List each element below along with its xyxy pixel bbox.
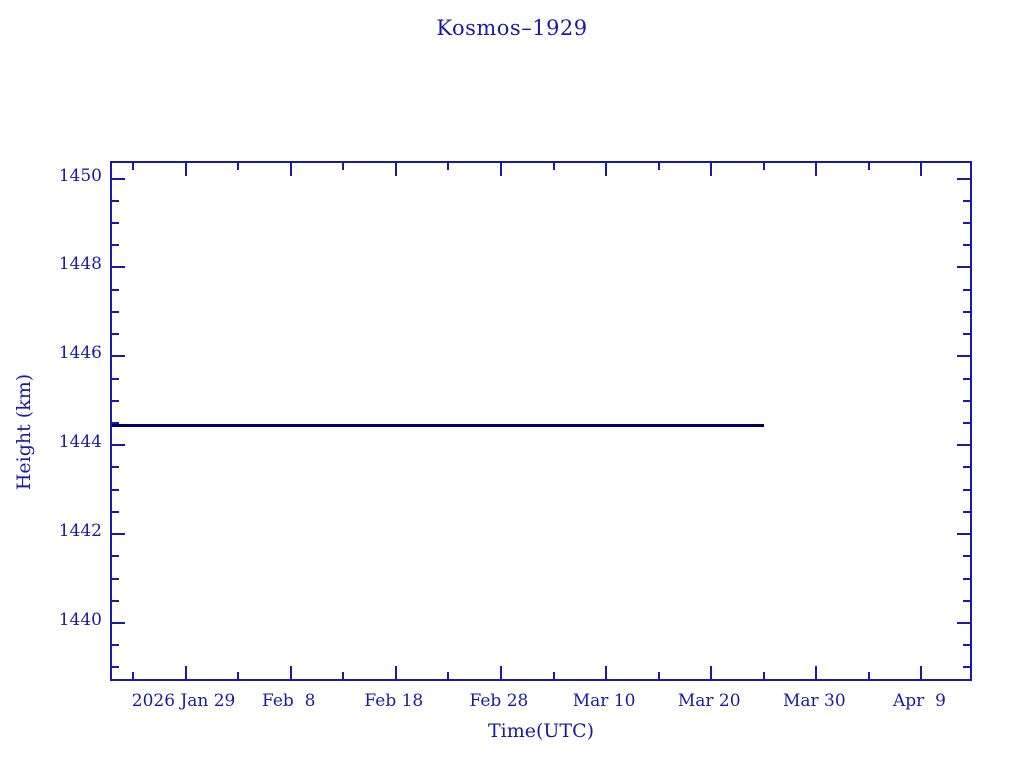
data-series-line xyxy=(112,423,764,427)
axis-tick xyxy=(957,355,970,358)
axis-tick xyxy=(112,310,119,313)
x-tick-label: 2026 Jan 29 xyxy=(131,691,236,711)
y-tick-label: 1444 xyxy=(58,432,102,453)
x-tick-label: Feb 8 xyxy=(261,691,316,711)
axis-tick xyxy=(957,266,970,269)
axis-tick xyxy=(963,599,970,602)
axis-tick xyxy=(963,288,970,291)
axis-tick xyxy=(112,422,119,424)
axis-tick xyxy=(920,666,923,679)
axis-tick xyxy=(112,666,119,669)
axis-tick xyxy=(957,622,970,624)
axis-tick xyxy=(112,555,119,558)
axis-tick xyxy=(815,666,818,679)
axis-tick xyxy=(963,666,970,669)
axis-tick xyxy=(112,510,119,513)
x-tick-label: Feb 18 xyxy=(364,691,424,711)
axis-tick xyxy=(112,533,125,536)
axis-tick xyxy=(963,555,970,558)
axis-tick xyxy=(963,399,970,402)
x-tick-label: Apr 9 xyxy=(892,691,946,711)
axis-tick xyxy=(112,333,119,336)
y-tick-label: 1450 xyxy=(58,165,102,186)
axis-tick xyxy=(184,163,187,176)
axis-tick xyxy=(657,672,660,679)
x-tick-label: Mar 30 xyxy=(782,691,846,711)
x-tick-label: Mar 20 xyxy=(677,691,741,711)
axis-tick xyxy=(710,666,713,679)
y-tick-label: 1446 xyxy=(58,343,102,364)
y-axis-title: Height (km) xyxy=(13,373,35,491)
axis-tick xyxy=(112,466,119,469)
axis-tick xyxy=(710,163,713,176)
axis-tick xyxy=(112,399,119,402)
axis-tick xyxy=(762,163,765,170)
axis-tick xyxy=(499,163,502,176)
axis-tick xyxy=(112,577,119,580)
x-tick-label: Feb 28 xyxy=(469,691,529,711)
axis-tick xyxy=(957,444,970,447)
axis-tick xyxy=(342,163,345,170)
axis-tick xyxy=(605,666,608,679)
axis-tick xyxy=(112,244,119,247)
axis-tick xyxy=(237,672,240,679)
axis-tick xyxy=(237,163,240,170)
axis-tick xyxy=(499,666,502,679)
chart-title: Kosmos–1929 xyxy=(436,16,588,40)
y-tick-label: 1448 xyxy=(58,254,102,275)
axis-tick xyxy=(963,422,970,424)
axis-tick xyxy=(963,377,970,380)
axis-tick xyxy=(394,666,397,679)
axis-tick xyxy=(963,466,970,469)
axis-tick xyxy=(963,488,970,491)
axis-tick xyxy=(447,163,450,170)
axis-tick xyxy=(112,355,125,358)
y-tick-label: 1440 xyxy=(58,610,102,630)
axis-tick xyxy=(447,672,450,679)
axis-tick xyxy=(289,666,292,679)
axis-tick xyxy=(552,672,555,679)
axis-tick xyxy=(963,333,970,336)
axis-tick xyxy=(963,244,970,247)
axis-tick xyxy=(342,672,345,679)
axis-tick xyxy=(963,577,970,580)
axis-tick xyxy=(657,163,660,170)
axis-tick xyxy=(112,599,119,602)
axis-tick xyxy=(112,222,119,224)
axis-tick xyxy=(963,199,970,202)
axis-tick xyxy=(867,163,870,170)
axis-tick xyxy=(132,163,135,170)
axis-tick xyxy=(132,672,135,679)
axis-tick xyxy=(112,177,125,180)
axis-tick xyxy=(963,644,970,647)
axis-tick xyxy=(605,163,608,176)
axis-tick xyxy=(815,163,818,176)
axis-tick xyxy=(112,444,125,447)
plot-frame xyxy=(110,161,972,681)
axis-tick xyxy=(112,266,125,269)
axis-tick xyxy=(963,310,970,313)
y-tick-label: 1442 xyxy=(58,521,102,542)
axis-tick xyxy=(112,199,119,202)
axis-tick xyxy=(112,488,119,491)
axis-tick xyxy=(112,288,119,291)
axis-tick xyxy=(957,533,970,536)
axis-tick xyxy=(957,177,970,180)
axis-tick xyxy=(112,377,119,380)
axis-tick xyxy=(184,666,187,679)
axis-tick xyxy=(920,163,923,176)
axis-tick xyxy=(867,672,870,679)
axis-tick xyxy=(112,622,125,624)
axis-tick xyxy=(112,644,119,647)
axis-tick xyxy=(394,163,397,176)
axis-tick xyxy=(963,510,970,513)
axis-tick xyxy=(289,163,292,176)
axis-tick xyxy=(552,163,555,170)
axis-tick xyxy=(963,222,970,224)
plot-area xyxy=(112,163,970,679)
axis-tick xyxy=(762,672,765,679)
x-tick-label: Mar 10 xyxy=(572,691,636,711)
x-axis-title: Time(UTC) xyxy=(487,720,595,742)
